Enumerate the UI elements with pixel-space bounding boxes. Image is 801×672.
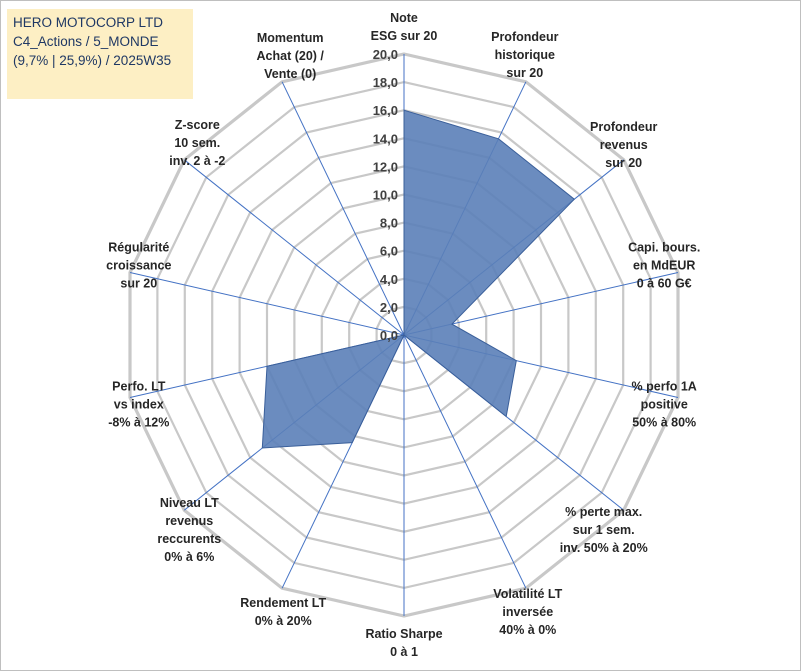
axis-label-1-line-2: sur 20	[506, 66, 543, 80]
tick-label-4: 8,0	[380, 216, 398, 231]
axis-label-2-line-2: sur 20	[605, 156, 642, 170]
axis-label-12-line-1: 10 sem.	[174, 136, 220, 150]
axis-label-6-line-1: inversée	[502, 605, 553, 619]
axis-label-12-line-0: Z-score	[175, 118, 220, 132]
axis-label-5-line-0: % perte max.	[565, 505, 642, 519]
axis-label-12-line-2: inv. 2 à -2	[169, 154, 225, 168]
axis-label-2: Profondeur revenus sur 20	[590, 120, 657, 170]
tick-label-7: 14,0	[373, 131, 398, 146]
axis-label-4: % perfo 1A positive 50% à 80%	[632, 380, 697, 430]
tick-label-3: 6,0	[380, 244, 398, 259]
axis-label-3-line-0: Capi. bours.	[628, 240, 700, 254]
axis-label-10-line-1: vs index	[114, 398, 164, 412]
tick-label-8: 16,0	[373, 103, 398, 118]
tick-label-9: 18,0	[373, 75, 398, 90]
tick-label-1: 2,0	[380, 300, 398, 315]
tick-label-6: 12,0	[373, 159, 398, 174]
axis-label-12: Z-score 10 sem. inv. 2 à -2	[169, 118, 225, 168]
axis-label-9-line-3: 0% à 6%	[164, 550, 214, 564]
axis-label-11: Régularité croissance sur 20	[106, 240, 171, 290]
axis-label-7-line-0: Ratio Sharpe	[365, 627, 442, 641]
axis-label-8-line-1: 0% à 20%	[255, 614, 312, 628]
axis-label-2-line-1: revenus	[600, 138, 648, 152]
axis-label-9-line-1: revenus	[165, 514, 213, 528]
axis-label-4-line-0: % perfo 1A	[632, 380, 697, 394]
axis-label-6: Volatilité LT inversée 40% à 0%	[493, 587, 562, 637]
axis-label-5-line-1: sur 1 sem.	[573, 523, 635, 537]
axis-label-13: Momentum Achat (20) / Vente (0)	[257, 31, 325, 81]
axis-label-9-line-0: Niveau LT	[160, 496, 219, 510]
axis-label-8-line-0: Rendement LT	[240, 596, 326, 610]
axis-label-7: Ratio Sharpe 0 à 1	[365, 627, 442, 659]
axis-label-8: Rendement LT 0% à 20%	[240, 596, 326, 628]
axis-label-10-line-2: -8% à 12%	[108, 416, 169, 430]
axis-label-7-line-1: 0 à 1	[390, 645, 418, 659]
title-line-company: HERO MOTOCORP LTD	[13, 13, 187, 32]
axis-label-6-line-2: 40% à 0%	[499, 623, 556, 637]
axis-label-4-line-1: positive	[641, 398, 688, 412]
axis-label-10-line-0: Perfo. LT	[112, 380, 166, 394]
axis-label-0-line-0: Note	[390, 11, 418, 25]
axis-label-6-line-0: Volatilité LT	[493, 587, 562, 601]
axis-label-4-line-2: 50% à 80%	[632, 416, 696, 430]
axis-label-13-line-2: Vente (0)	[264, 67, 316, 81]
axis-label-3-line-1: en MdEUR	[633, 258, 696, 272]
axis-label-5: % perte max. sur 1 sem. inv. 50% à 20%	[560, 505, 648, 555]
title-line-category: C4_Actions / 5_MONDE	[13, 32, 187, 51]
tick-label-2: 4,0	[380, 272, 398, 287]
axis-label-3-line-2: 0 à 60 G€	[637, 276, 692, 290]
axis-label-1: Profondeur historique sur 20	[491, 30, 558, 80]
axis-label-11-line-2: sur 20	[120, 276, 157, 290]
axis-label-3: Capi. bours. en MdEUR 0 à 60 G€	[628, 240, 700, 290]
axis-label-1-line-0: Profondeur	[491, 30, 558, 44]
axis-label-0-line-1: ESG sur 20	[371, 29, 438, 43]
axis-label-11-line-1: croissance	[106, 258, 171, 272]
axis-label-1-line-1: historique	[495, 48, 555, 62]
tick-label-0: 0,0	[380, 328, 398, 343]
axis-label-5-line-2: inv. 50% à 20%	[560, 541, 648, 555]
axis-label-9-line-2: reccurents	[157, 532, 221, 546]
tick-label-5: 10,0	[373, 188, 398, 203]
title-box: HERO MOTOCORP LTD C4_Actions / 5_MONDE (…	[7, 9, 193, 99]
axis-label-13-line-0: Momentum	[257, 31, 324, 45]
axis-label-13-line-1: Achat (20) /	[257, 49, 325, 63]
axis-label-0: Note ESG sur 20	[371, 11, 438, 43]
axis-label-2-line-0: Profondeur	[590, 120, 657, 134]
tick-label-10: 20,0	[373, 47, 398, 62]
axis-label-10: Perfo. LT vs index -8% à 12%	[108, 380, 169, 430]
title-line-period: (9,7% | 25,9%) / 2025W35	[13, 51, 187, 70]
axis-label-11-line-0: Régularité	[108, 240, 169, 254]
